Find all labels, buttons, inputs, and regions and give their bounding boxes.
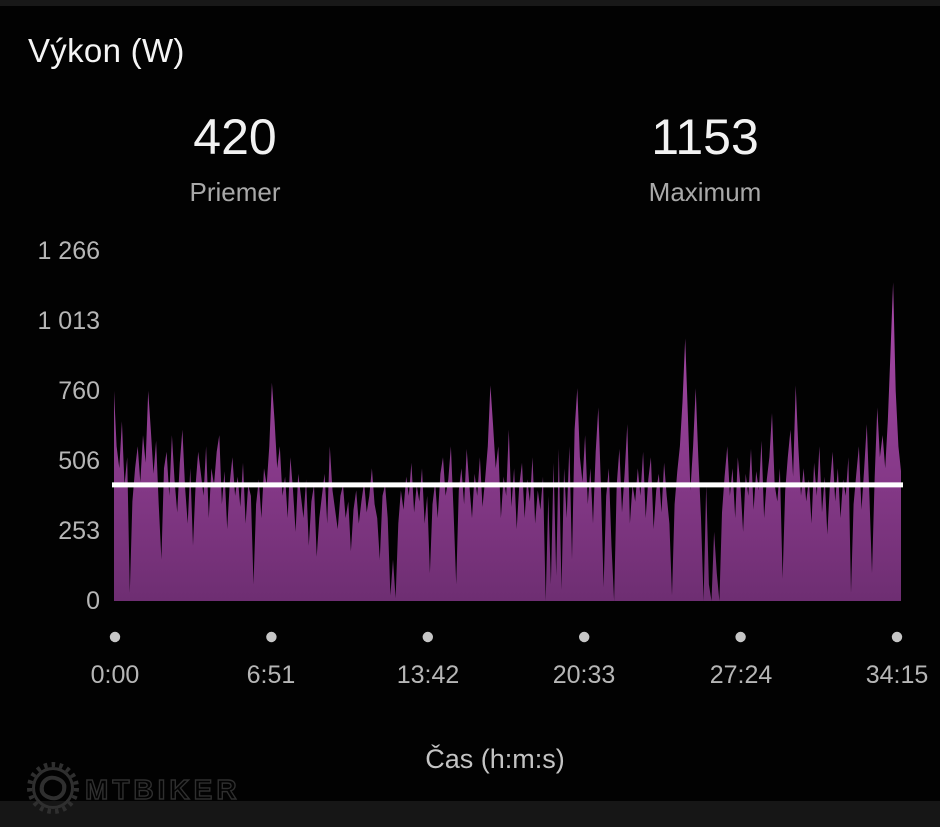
x-axis-label: 34:15 <box>865 661 929 689</box>
average-value: 420 <box>193 109 277 165</box>
x-axis-label: 6:51 <box>246 661 296 689</box>
x-axis-tick-dot <box>266 631 277 643</box>
maximum-stat: 1153 Maximum <box>470 110 940 208</box>
x-axis-tick-dot <box>579 631 590 643</box>
x-axis-title: Čas (h:m:s) <box>425 744 565 774</box>
y-axis-label: 1 266 <box>37 237 100 265</box>
y-axis-label: 1 013 <box>37 307 100 335</box>
bottom-strip <box>0 801 940 827</box>
x-axis-tick-dot <box>422 631 433 643</box>
maximum-value: 1153 <box>651 109 759 165</box>
page-title: Výkon (W) <box>28 32 185 69</box>
maximum-label: Maximum <box>648 177 762 207</box>
x-axis-tick-dot <box>891 631 903 643</box>
x-axis-label: 20:33 <box>552 661 616 689</box>
x-axis-tick-dot <box>109 631 121 643</box>
y-axis-label: 506 <box>58 447 100 475</box>
gear-icon <box>27 762 79 814</box>
x-axis-tick-dot <box>735 631 746 643</box>
x-axis-label: 13:42 <box>396 661 460 689</box>
power-series-area <box>114 282 901 601</box>
x-axis-label: 0:00 <box>90 661 140 689</box>
top-strip <box>0 0 940 6</box>
average-stat: 420 Priemer <box>0 110 470 208</box>
y-axis-label: 0 <box>86 587 100 615</box>
x-axis-tick-dots <box>109 631 903 643</box>
y-axis-label: 760 <box>58 377 100 405</box>
stats-row: 420 Priemer 1153 Maximum <box>0 110 940 208</box>
watermark-text: MTBIKER <box>85 774 241 805</box>
watermark-logo: MTBIKER <box>27 762 241 814</box>
y-axis-label: 253 <box>58 517 100 545</box>
average-label: Priemer <box>189 177 281 207</box>
x-axis-label: 27:24 <box>709 661 773 689</box>
